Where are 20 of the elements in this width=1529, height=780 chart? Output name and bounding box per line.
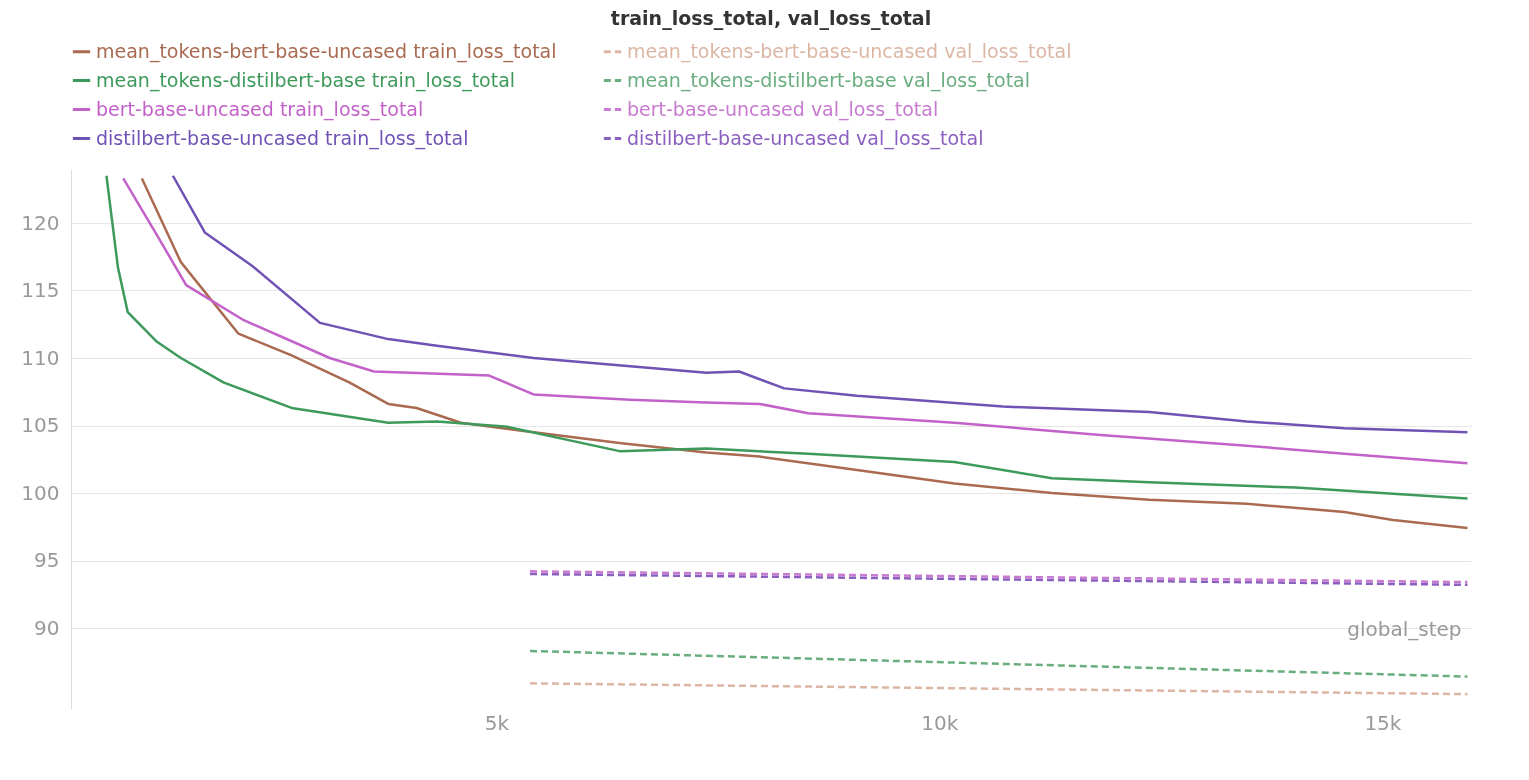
legend-label: mean_tokens-bert-base-uncased train_loss_total (96, 39, 557, 63)
chart-title: train_loss_total, val_loss_total (610, 7, 932, 30)
x-tick-label: 15k (1364, 710, 1402, 735)
x-axis-title: global_step (1347, 616, 1462, 641)
y-tick-label: 90 (34, 615, 60, 640)
y-tick-label: 120 (21, 210, 60, 235)
legend-label: distilbert-base-uncased val_loss_total (627, 126, 984, 150)
y-tick-label: 100 (21, 480, 60, 505)
y-tick-label: 110 (21, 345, 60, 370)
legend-label: distilbert-base-uncased train_loss_total (96, 126, 469, 150)
legend-label: bert-base-uncased val_loss_total (627, 97, 939, 121)
legend-label: mean_tokens-distilbert-base train_loss_total (96, 68, 516, 92)
legend-label: mean_tokens-bert-base-uncased val_loss_total (627, 39, 1072, 63)
legend-label: mean_tokens-distilbert-base val_loss_total (627, 68, 1031, 92)
y-tick-label: 95 (34, 548, 60, 572)
y-tick-label: 115 (21, 278, 60, 302)
legend-label: bert-base-uncased train_loss_total (96, 97, 424, 121)
x-tick-label: 5k (484, 710, 510, 735)
x-tick-label: 10k (921, 710, 959, 735)
y-tick-label: 105 (21, 413, 60, 437)
